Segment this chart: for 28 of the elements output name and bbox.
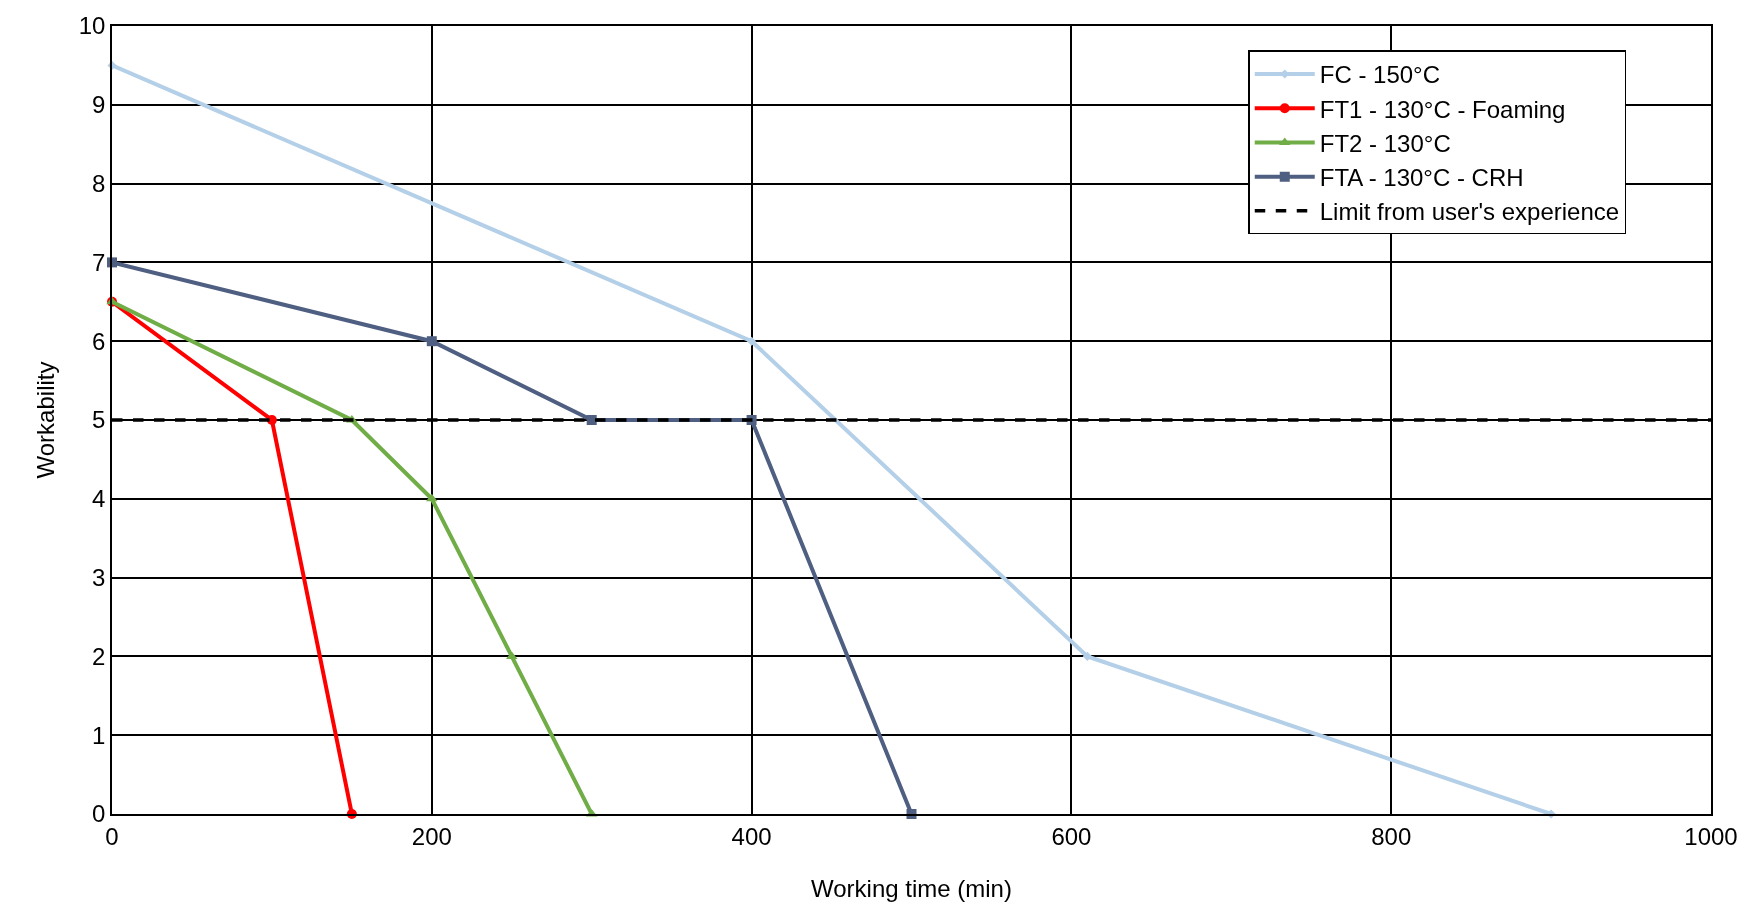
point bbox=[747, 336, 757, 346]
x-tick-label: 800 bbox=[1371, 822, 1412, 850]
y-tick-label: 8 bbox=[92, 170, 106, 197]
x-axis-title: Working time (min) bbox=[811, 874, 1012, 902]
legend-label: FT2 - 130°C bbox=[1319, 129, 1451, 157]
y-tick-label: 3 bbox=[92, 564, 106, 591]
y-tick-label: 6 bbox=[92, 327, 106, 355]
x-tick-label: 200 bbox=[411, 822, 452, 850]
legend-label: FT1 - 130°C - Foaming bbox=[1319, 95, 1566, 123]
y-tick-label: 9 bbox=[92, 91, 106, 119]
point bbox=[426, 336, 437, 347]
point bbox=[426, 493, 438, 502]
y-tick-label: 10 bbox=[78, 12, 106, 40]
y-tick-label: 7 bbox=[92, 248, 106, 276]
y-tick-label: 0 bbox=[92, 800, 106, 828]
legend-label: FTA - 130°C - CRH bbox=[1319, 163, 1524, 191]
x-tick-label: 400 bbox=[731, 822, 772, 850]
x-tick-label: 600 bbox=[1051, 822, 1092, 850]
legend-label: FC - 150°C bbox=[1319, 61, 1441, 89]
y-tick-label: 5 bbox=[92, 406, 106, 434]
point bbox=[586, 415, 597, 425]
x-tick-label: 1000 bbox=[1684, 822, 1738, 850]
y-tick-label: 1 bbox=[92, 721, 106, 749]
y-tick-label: 4 bbox=[92, 485, 106, 513]
y-tick-label: 2 bbox=[92, 642, 106, 670]
y-axis-title: Workability bbox=[31, 361, 59, 479]
point bbox=[1082, 651, 1092, 661]
legend-label: Limit from user's experience bbox=[1319, 198, 1620, 226]
